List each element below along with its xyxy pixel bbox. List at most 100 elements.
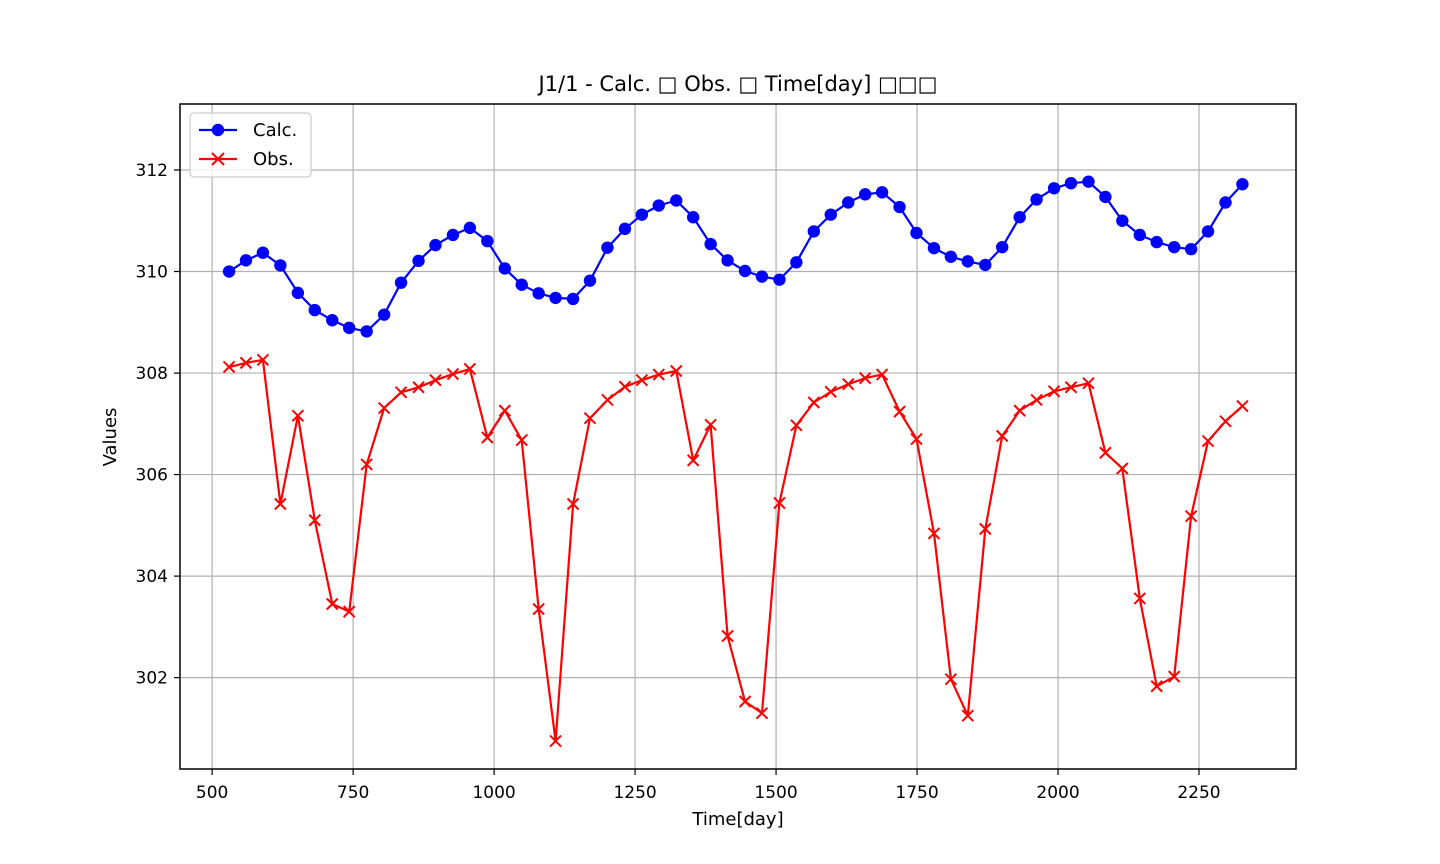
legend: Calc. Obs. — [189, 112, 312, 178]
calc-data-point — [944, 250, 958, 263]
obs-data-point — [1116, 462, 1129, 475]
obs-data-point — [583, 412, 597, 425]
calc-data-point — [412, 254, 425, 268]
y-tick-label: 312 — [136, 161, 168, 181]
x-tick-label: 1250 — [613, 783, 656, 803]
chart-title: J1/1 - Calc. □ Obs. □ Time[day] □□□ — [537, 72, 938, 96]
calc-data-point — [394, 276, 408, 289]
calc-data-point — [601, 241, 614, 254]
calc-data-point — [979, 258, 992, 272]
obs-data-point — [738, 695, 752, 708]
calc-data-point — [274, 259, 287, 272]
obs-data-point — [429, 373, 442, 387]
calc-data-point — [721, 254, 734, 267]
obs-data-point — [927, 527, 941, 540]
obs-data-point — [256, 353, 270, 367]
calc-data-point — [618, 222, 632, 236]
calc-data-point — [549, 291, 562, 305]
calc-data-point — [1219, 196, 1232, 209]
obs-data-point — [1201, 434, 1215, 448]
obs-data-point — [875, 368, 889, 381]
calc-data-point — [807, 225, 821, 238]
calc-data-point — [515, 278, 528, 291]
calc-data-point — [1013, 211, 1026, 224]
obs-data-point — [515, 433, 528, 447]
calc-data-point — [1099, 190, 1112, 204]
y-tick-label: 302 — [136, 669, 168, 689]
obs-data-point — [308, 514, 321, 527]
calc-data-point — [308, 303, 321, 317]
x-tick-label: 1000 — [472, 783, 515, 803]
obs-data-point — [291, 409, 305, 422]
obs-data-point — [274, 497, 287, 511]
obs-data-point — [979, 522, 992, 536]
calc-data-point — [498, 262, 512, 275]
obs-data-point — [377, 401, 391, 415]
calc-data-point — [893, 200, 906, 214]
obs-data-point — [1082, 376, 1095, 390]
calc-data-point — [824, 208, 837, 221]
obs-data-point — [360, 458, 373, 471]
obs-data-point — [1219, 415, 1232, 428]
obs-data-point — [773, 496, 786, 510]
calc-data-point — [858, 188, 872, 201]
obs-data-point — [824, 385, 837, 399]
obs-data-point — [549, 734, 562, 748]
obs-data-point — [601, 393, 614, 407]
calc-data-point — [583, 274, 597, 287]
obs-data-point — [532, 602, 545, 616]
calc-data-point — [635, 208, 649, 221]
calc-data-point — [291, 286, 305, 300]
calc-data-point — [446, 228, 460, 242]
obs-data-point — [498, 404, 512, 417]
obs-data-point — [807, 396, 821, 409]
calc-data-point — [566, 292, 580, 306]
obs-data-point — [995, 429, 1009, 443]
obs-data-point — [1167, 670, 1181, 683]
calc-data-point — [326, 314, 339, 327]
obs-data-point — [1047, 385, 1061, 398]
calc-data-point — [342, 321, 356, 335]
obs-data-point — [842, 378, 855, 391]
legend-calc-marker — [211, 123, 225, 137]
legend-obs-label: Obs. — [253, 149, 294, 170]
calc-data-point — [1116, 214, 1129, 227]
x-tick-label: 750 — [337, 783, 369, 803]
obs-data-point — [944, 672, 958, 686]
obs-data-point — [961, 709, 975, 722]
calc-data-point — [1201, 225, 1215, 238]
calc-data-point — [239, 254, 253, 267]
y-axis-title: Values — [100, 408, 121, 467]
calc-data-point — [995, 240, 1009, 254]
obs-data-point — [670, 364, 683, 378]
calc-data-point — [670, 194, 683, 207]
y-tick-label: 310 — [136, 263, 168, 283]
calc-data-point — [875, 186, 889, 199]
obs-data-point — [1184, 509, 1198, 523]
y-tick-label: 308 — [136, 364, 168, 384]
obs-data-point — [1099, 446, 1112, 459]
obs-data-point — [858, 371, 872, 385]
obs-data-point — [893, 405, 906, 418]
calc-data-point — [704, 237, 717, 251]
x-axis-title: Time[day] — [691, 809, 783, 830]
calc-data-point — [256, 246, 270, 259]
plot-frame — [179, 103, 1297, 770]
obs-data-point — [686, 454, 700, 467]
obs-data-point — [566, 497, 580, 511]
x-tick-label: 2000 — [1036, 783, 1079, 803]
obs-data-point — [446, 367, 460, 381]
calc-data-point — [738, 264, 752, 278]
legend-calc-label: Calc. — [253, 120, 297, 141]
calc-data-point — [773, 273, 786, 286]
calc-data-point — [686, 211, 700, 224]
obs-data-point — [635, 373, 649, 387]
obs-data-point — [755, 706, 769, 720]
obs-data-point — [704, 418, 717, 432]
calc-data-point — [532, 287, 545, 300]
obs-data-point — [910, 432, 923, 446]
calc-data-point — [429, 238, 442, 252]
obs-data-point — [412, 381, 425, 394]
obs-data-point — [618, 380, 632, 393]
x-tick-label: 500 — [196, 783, 228, 803]
